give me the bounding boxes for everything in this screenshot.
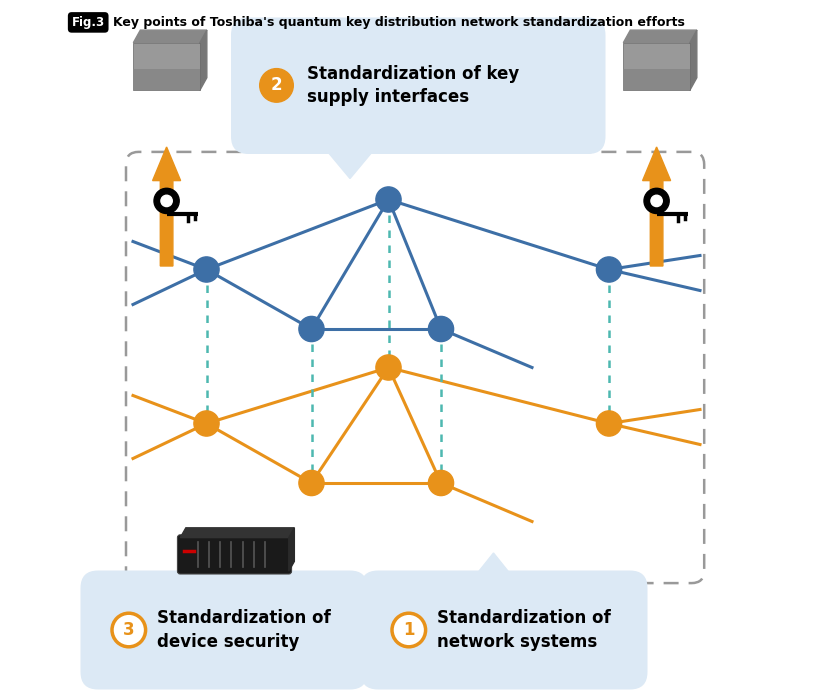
Polygon shape xyxy=(465,553,522,588)
Circle shape xyxy=(299,316,324,342)
FancyBboxPatch shape xyxy=(623,43,690,90)
Text: 2: 2 xyxy=(270,76,282,94)
Circle shape xyxy=(596,411,622,436)
FancyBboxPatch shape xyxy=(134,43,200,90)
Circle shape xyxy=(644,188,669,214)
FancyBboxPatch shape xyxy=(134,69,200,90)
FancyBboxPatch shape xyxy=(177,535,291,574)
Circle shape xyxy=(299,470,324,496)
Text: Standardization of
device security: Standardization of device security xyxy=(157,609,331,651)
Circle shape xyxy=(154,188,179,214)
Text: Standardization of key
supply interfaces: Standardization of key supply interfaces xyxy=(307,64,519,106)
FancyArrow shape xyxy=(153,147,181,266)
FancyBboxPatch shape xyxy=(231,18,606,154)
Polygon shape xyxy=(200,30,207,90)
Circle shape xyxy=(376,355,402,380)
Circle shape xyxy=(260,69,293,102)
Circle shape xyxy=(596,257,622,282)
Circle shape xyxy=(194,411,219,436)
Text: 1: 1 xyxy=(403,621,415,639)
FancyBboxPatch shape xyxy=(623,69,690,90)
Circle shape xyxy=(376,187,402,212)
Polygon shape xyxy=(181,528,294,538)
FancyBboxPatch shape xyxy=(81,570,368,690)
FancyArrow shape xyxy=(643,147,670,266)
Circle shape xyxy=(428,470,454,496)
Circle shape xyxy=(161,195,172,206)
FancyBboxPatch shape xyxy=(126,152,704,583)
Polygon shape xyxy=(315,136,385,178)
Polygon shape xyxy=(192,553,249,588)
Polygon shape xyxy=(289,528,294,571)
Circle shape xyxy=(112,613,145,647)
Polygon shape xyxy=(134,30,207,43)
Circle shape xyxy=(651,195,662,206)
Text: Standardization of
network systems: Standardization of network systems xyxy=(437,609,611,651)
Text: Key points of Toshiba's quantum key distribution network standardization efforts: Key points of Toshiba's quantum key dist… xyxy=(113,16,685,29)
Text: Fig.3: Fig.3 xyxy=(71,16,105,29)
Circle shape xyxy=(428,316,454,342)
Polygon shape xyxy=(623,30,697,43)
FancyBboxPatch shape xyxy=(360,570,648,690)
Text: 3: 3 xyxy=(123,621,134,639)
Circle shape xyxy=(392,613,426,647)
Polygon shape xyxy=(690,30,697,90)
Circle shape xyxy=(194,257,219,282)
